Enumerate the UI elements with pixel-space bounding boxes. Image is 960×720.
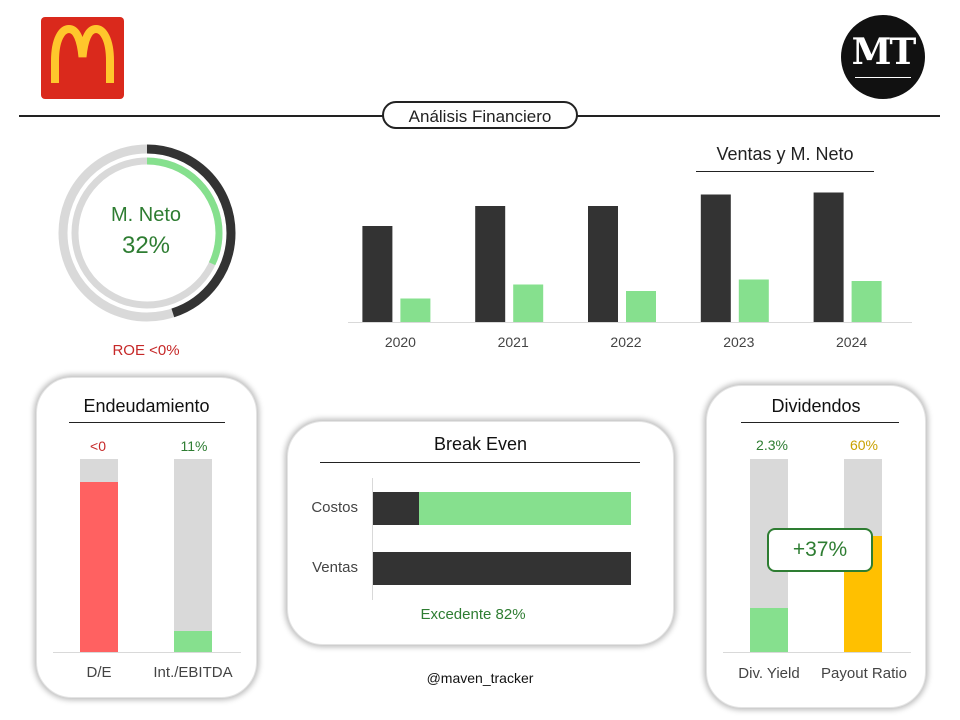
bar-2021-series-1 — [475, 206, 506, 322]
mcdonalds-logo — [41, 17, 124, 99]
payout-ratio-label: Payout Ratio — [821, 665, 907, 682]
de-bar-fill — [80, 482, 118, 652]
bar-2022-series-2 — [626, 291, 656, 322]
endeudamiento-title: Endeudamiento — [83, 396, 210, 416]
break-even-axis — [372, 478, 373, 600]
chart-title-underline — [696, 171, 874, 172]
bar-2023-series-2 — [738, 279, 769, 322]
bar-2024-series-2 — [851, 281, 882, 322]
bar-2024-series-1 — [813, 192, 844, 322]
int-ebitda-bar-fill — [174, 630, 212, 652]
break-even-title: Break Even — [433, 434, 528, 454]
bar-2021-series-2 — [513, 284, 544, 322]
endeudamiento-title-underline — [69, 422, 225, 423]
endeudamiento-baseline — [53, 652, 241, 653]
bar-2020-series-1 — [362, 226, 393, 322]
de-value: <0 — [90, 438, 106, 454]
tick-label-2022: 2022 — [610, 334, 641, 350]
costos-bar-fill — [373, 492, 420, 525]
chart-title: Ventas y M. Neto — [716, 144, 854, 164]
tick-label-2020: 2020 — [385, 334, 416, 350]
int-ebitda-bar-track — [174, 459, 212, 652]
sales-margin-bar-chart: 2020 2021 2022 2023 2024 — [348, 192, 912, 350]
ventas-label: Ventas — [312, 559, 358, 576]
ventas-bar-track — [373, 552, 631, 585]
dividendos-title-underline — [741, 422, 899, 423]
tick-label-2024: 2024 — [836, 334, 867, 350]
int-ebitda-value: 11% — [180, 438, 208, 454]
donut-value: 32% — [121, 232, 171, 259]
roe-text: ROE <0% — [112, 342, 180, 359]
surplus-text: Excedente 82% — [420, 606, 526, 623]
mt-logo: MT — [841, 15, 925, 99]
page-title: Análisis Financiero — [382, 101, 578, 129]
payout-ratio-value: 60% — [849, 437, 879, 453]
growth-badge: +37% — [767, 528, 873, 572]
donut-inner-arc — [71, 157, 223, 309]
de-label: D/E — [86, 664, 112, 681]
tick-label-2023: 2023 — [723, 334, 754, 350]
dividendos-title: Dividendos — [771, 396, 861, 416]
mt-logo-text: MT — [851, 31, 917, 73]
donut-outer-arc — [58, 144, 236, 322]
break-even-card: Break Even Costos Ventas Excedente 82% — [287, 421, 674, 645]
footer-handle: @maven_tracker — [426, 670, 534, 686]
bar-2023-series-1 — [700, 194, 731, 322]
div-yield-value: 2.3% — [756, 437, 788, 453]
de-bar-track — [80, 459, 118, 652]
bar-2022-series-1 — [588, 206, 618, 322]
margin-donut-chart — [58, 144, 236, 322]
bar-2020-series-2 — [400, 298, 431, 322]
tick-label-2021: 2021 — [498, 334, 529, 350]
int-ebitda-label: Int./EBITDA — [153, 664, 233, 681]
golden-arches-icon — [51, 24, 114, 83]
ventas-bar-fill — [373, 552, 631, 585]
div-yield-label: Div. Yield — [738, 665, 800, 682]
mt-logo-underline — [855, 77, 911, 78]
dividendos-baseline — [723, 652, 911, 653]
donut-label: M. Neto — [110, 204, 182, 226]
endeudamiento-card: Endeudamiento <0 D/E 11% Int./EBITDA — [36, 377, 257, 698]
break-even-title-underline — [320, 462, 640, 463]
costos-label: Costos — [311, 499, 358, 516]
div-yield-bar-fill — [750, 607, 788, 652]
costos-bar-track — [373, 492, 631, 525]
